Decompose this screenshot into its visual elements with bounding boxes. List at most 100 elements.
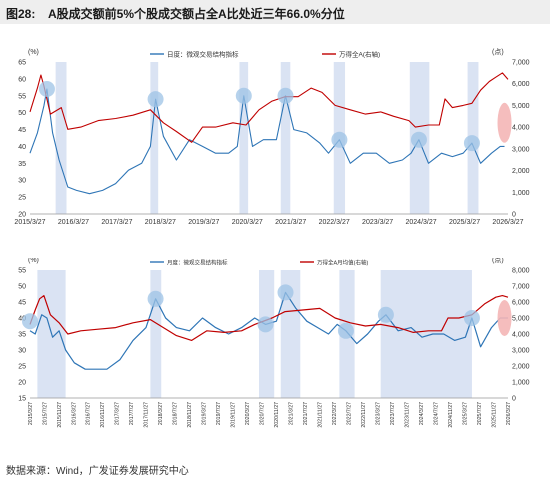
x-tick-label: 2019/11/27 [231,402,237,428]
highlight-marker [463,135,480,152]
shaded-period [55,62,67,214]
x-tick-label: 2021/3/27 [289,402,295,425]
x-tick-label: 2015/7/27 [42,402,48,425]
y-left-tick-label: 35 [18,161,26,168]
x-tick-label: 2024/7/27 [433,402,439,425]
x-tick-label: 2021/7/27 [303,402,309,425]
x-tick-label: 2023/11/27 [404,402,410,428]
x-tick-label: 2024/11/27 [448,402,454,428]
x-tick-label: 2017/7/27 [129,402,135,425]
y-left-tick-label: 45 [18,300,26,307]
y-left-tick-label: 45 [18,127,26,134]
x-tick-label: 2017/3/27 [115,402,121,425]
x-tick-label: 2018/3/27 [158,402,164,425]
highlight-marker [257,316,274,333]
highlight-marker [38,81,55,98]
y-right-tick-label: 6,000 [512,300,530,307]
y-right-tick-label: 4,000 [512,125,530,132]
y-right-tick-label: 7,000 [512,284,530,291]
x-tick-label: 2025/3/27 [462,402,468,425]
highlight-marker [331,131,348,148]
figure-title: A股成交额前5%个股成交额占全A比处近三年66.0%分位 [48,7,345,21]
highlight-marker [147,290,164,307]
legend-label: 万得全A(右轴) [339,50,380,59]
x-tick-label: 2025/11/27 [491,402,497,428]
y-right-unit: (点) [492,258,504,264]
y-right-tick-label: 0 [512,396,516,403]
y-left-tick-label: 35 [18,332,26,339]
y-left-tick-label: 20 [18,380,26,387]
x-tick-label: 2015/3/27 [28,402,34,425]
x-tick-label: 2018/7/27 [173,402,179,425]
y-right-tick-label: 8,000 [512,268,530,275]
shaded-period [280,62,291,214]
x-tick-label: 2018/11/27 [187,402,193,428]
y-right-tick-label: 5,000 [512,103,530,110]
y-right-tick-label: 3,000 [512,348,530,355]
x-tick-label: 2016/11/27 [100,402,106,428]
y-left-tick-label: 55 [18,268,26,275]
y-left-tick-label: 25 [18,195,26,202]
x-tick-label: 2023/3/27 [375,402,381,425]
y-right-tick-label: 0 [512,212,516,219]
x-tick-label: 2025/3/27 [449,219,480,226]
source-note: 数据来源：Wind，广发证券发展研究中心 [6,466,189,477]
shaded-period [150,62,159,214]
y-right-tick-label: 6,000 [512,81,530,88]
y-right-tick-label: 5,000 [512,316,530,323]
x-tick-label: 2019/3/27 [188,219,219,226]
x-tick-label: 2022/11/27 [361,402,367,428]
y-left-tick-label: 30 [18,178,26,185]
x-tick-label: 2024/3/27 [406,219,437,226]
x-tick-label: 2016/7/27 [86,402,92,425]
x-tick-label: 2015/11/27 [57,402,63,428]
x-tick-label: 2020/7/27 [260,402,266,425]
x-tick-label: 2016/3/27 [71,402,77,425]
y-left-tick-label: 25 [18,364,26,371]
highlight-marker [147,91,164,108]
x-tick-label: 2024/3/27 [419,402,425,425]
y-left-tick-label: 50 [18,284,26,291]
highlight-marker [497,300,512,336]
series-line [29,72,509,143]
x-tick-label: 2018/3/27 [145,219,176,226]
highlight-marker [497,102,512,143]
x-tick-label: 2020/3/27 [245,402,251,425]
y-right-tick-label: 1,000 [512,190,530,197]
x-tick-label: 2017/11/27 [144,402,150,428]
x-tick-label: 2022/3/27 [332,402,338,425]
y-left-tick-label: 55 [18,93,26,100]
x-tick-label: 2023/3/27 [362,219,393,226]
y-left-tick-label: 30 [18,348,26,355]
y-left-unit: (%) [28,49,39,56]
highlight-marker [410,131,427,148]
legend-label: 万得全A月均值(右轴) [317,259,369,267]
y-left-tick-label: 40 [18,316,26,323]
shaded-period [380,270,472,398]
y-right-tick-label: 1,000 [512,380,530,387]
y-left-tick-label: 40 [18,144,26,151]
series-line [29,88,505,195]
y-right-tick-label: 7,000 [512,60,530,67]
x-tick-label: 2023/7/27 [390,402,396,425]
x-tick-label: 2026/3/27 [492,219,523,226]
x-tick-label: 2019/7/27 [216,402,222,425]
x-tick-label: 2020/3/27 [232,219,263,226]
y-right-tick-label: 3,000 [512,146,530,153]
shaded-period [150,270,162,398]
highlight-marker [277,87,294,104]
x-tick-label: 2020/11/27 [274,402,280,428]
x-tick-label: 2015/3/27 [14,219,45,226]
highlight-marker [377,306,394,323]
shaded-period [280,270,301,398]
x-tick-label: 2016/3/27 [58,219,89,226]
highlight-marker [337,322,354,339]
chart-top: 20 25 30 35 40 45 50 55 60 65 0 1,000 2,000 3,000 4,00… [14,48,530,226]
shaded-period [239,62,249,214]
y-right-tick-label: 2,000 [512,364,530,371]
y-left-tick-label: 20 [18,212,26,219]
chart-bottom: 15 20 25 30 35 40 45 50 55 0 1,000 2,000 3,000 4,000 5… [18,258,530,428]
figure-title-bar: 图28: A股成交额前5%个股成交额占全A比处近三年66.0%分位 [0,0,550,24]
shaded-period [259,270,275,398]
